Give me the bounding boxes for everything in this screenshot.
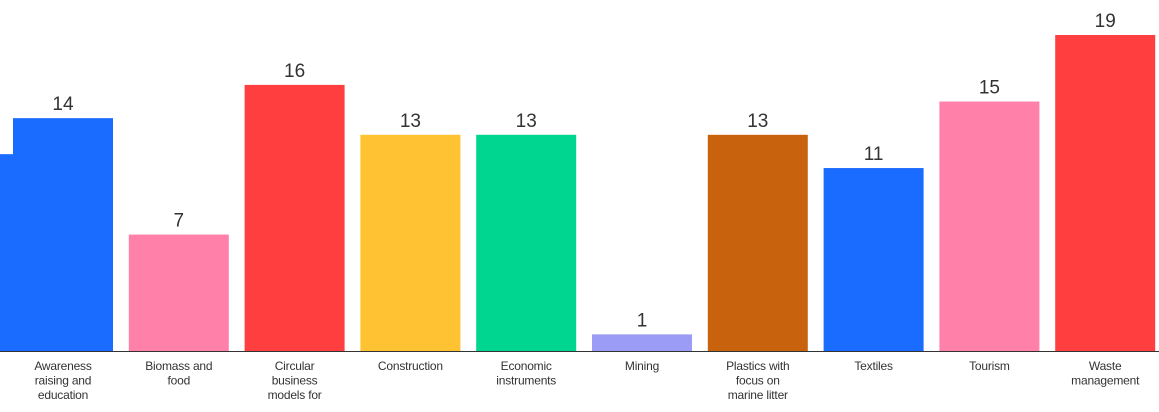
category-label-line: food [168, 374, 191, 388]
category-label: Plastics with focus on marine litter [726, 359, 789, 402]
bar-value-label: 13 [747, 111, 768, 132]
bar-edge [0, 154, 13, 351]
category-label: Mining [625, 359, 659, 373]
bar-value-label: 13 [400, 111, 421, 132]
bars-group [0, 35, 1156, 352]
bar-value-label: 11 [864, 144, 884, 165]
category-label: Biomass and food [145, 359, 212, 388]
bar [592, 334, 692, 351]
bar [476, 134, 577, 351]
bar-value-label: 15 [979, 78, 1000, 99]
category-label: Circular business models for [268, 359, 322, 402]
category-label: Economic instruments [496, 359, 556, 388]
category-label-line: Tourism [969, 359, 1010, 373]
bar-value-label: 7 [174, 211, 185, 232]
category-label-line: Construction [378, 359, 443, 373]
category-label-line: Circular [275, 359, 315, 373]
category-label: Textiles [854, 359, 893, 373]
bar [244, 84, 345, 351]
category-label-line: raising and [35, 374, 92, 388]
bar [707, 134, 808, 351]
category-label: Awareness raising and education [34, 359, 92, 402]
bar-value-label: 1 [637, 310, 648, 331]
bar [939, 101, 1040, 352]
category-label-line: Economic [501, 359, 552, 373]
category-label-line: business [272, 374, 318, 388]
bar [823, 168, 924, 351]
category-label-line: management [1071, 374, 1140, 388]
category-labels-group: Awareness raising and education Biomass and… [34, 359, 1140, 402]
bar [1055, 35, 1156, 351]
category-label: Construction [378, 359, 443, 373]
bar [13, 118, 113, 351]
bar-value-label: 16 [284, 61, 305, 82]
bar-value-label: 13 [516, 111, 537, 132]
category-label-line: marine litter [728, 388, 788, 402]
category-label-line: Plastics with [726, 359, 789, 373]
category-label-line: Textiles [854, 359, 893, 373]
category-label-line: models for [268, 388, 322, 402]
category-label: Waste management [1071, 359, 1140, 388]
category-label-line: Waste [1089, 359, 1122, 373]
bar [128, 234, 229, 351]
category-label-line: focus on [736, 374, 780, 388]
bar-value-label: 14 [52, 94, 74, 115]
category-label-line: Mining [625, 359, 659, 373]
category-label-line: Biomass and [145, 359, 212, 373]
value-labels-group: 14 7 16 13 13 1 13 11 15 19 [52, 11, 1115, 331]
category-label: Tourism [969, 359, 1010, 373]
bar [360, 134, 461, 351]
category-label-line: Awareness [34, 359, 92, 373]
category-label-line: instruments [496, 374, 556, 388]
category-label-line: education [38, 388, 88, 402]
bar-value-label: 19 [1095, 11, 1116, 32]
